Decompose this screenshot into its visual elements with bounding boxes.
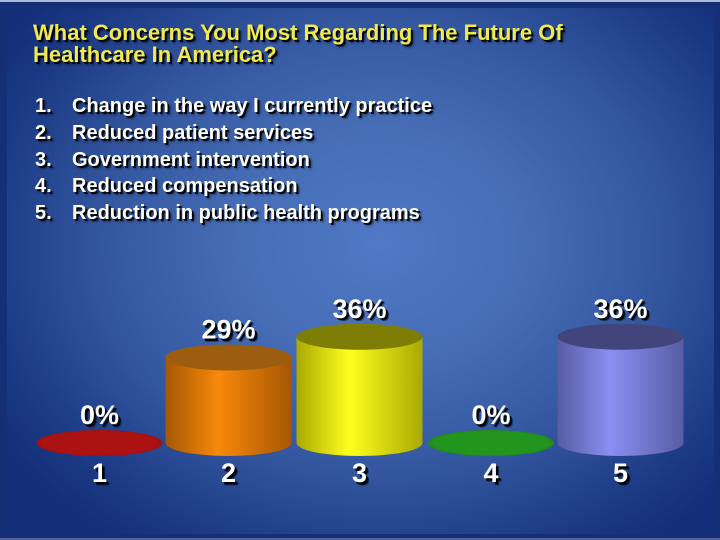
value-label: 36% — [593, 294, 647, 324]
slide-top-edge-highlight — [0, 0, 720, 2]
bar-2: 29%29%29%222 — [165, 314, 292, 491]
value-label: 0% — [475, 403, 514, 433]
value-label: 36% — [597, 297, 651, 327]
cylinder-top — [165, 344, 292, 371]
value-label: 0% — [474, 402, 513, 432]
category-label: 3 — [352, 458, 367, 488]
poll-results-cylinder-chart: 0%0%0%11129%29%29%22236%36%36%3330%0%0%4… — [36, 294, 684, 491]
category-label: 3 — [355, 461, 370, 491]
list-item-text: Reduction in public health programs — [72, 202, 420, 225]
value-label: 36% — [596, 296, 650, 326]
bar-3: 36%36%36%333 — [296, 294, 423, 491]
bar-1: 0%0%0%111 — [36, 400, 163, 491]
category-label: 4 — [483, 458, 498, 488]
list-item: 2. Reduced patient services — [35, 120, 432, 147]
cylinder-top — [296, 323, 423, 350]
list-item-text: Reduced compensation — [72, 175, 298, 198]
category-label: 4 — [487, 461, 502, 491]
category-label: 2 — [223, 460, 238, 490]
category-label: 2 — [221, 458, 236, 488]
slide-title-line1: What Concerns You Most Regarding The Fut… — [33, 20, 563, 45]
list-item-text: Reduced patient services — [72, 121, 314, 144]
list-item-number: 5. — [35, 202, 52, 225]
category-label: 4 — [486, 460, 501, 490]
list-item: 1. Change in the way I currently practic… — [35, 93, 432, 120]
bar-5: 36%36%36%555 — [557, 294, 684, 491]
category-label: 5 — [615, 460, 630, 490]
value-label: 29% — [204, 317, 258, 347]
value-label: 0% — [471, 400, 510, 430]
list-item-text: Government intervention — [72, 148, 310, 171]
value-label: 29% — [205, 318, 259, 348]
cylinder-body — [296, 336, 423, 456]
list-item-number: 4. — [35, 175, 52, 198]
bar-4: 0%0%0%444 — [428, 400, 554, 491]
list-item-number: 1. — [35, 95, 52, 117]
category-label: 1 — [95, 461, 110, 491]
list-item: 5. Reduction in public health programs — [35, 200, 432, 227]
value-label: 29% — [201, 314, 255, 344]
value-label: 0% — [82, 402, 121, 432]
category-label: 1 — [94, 460, 109, 490]
list-item-number: 2. — [35, 121, 52, 144]
list-item-number: 3. — [35, 148, 52, 171]
category-label: 3 — [354, 460, 369, 490]
cylinder-body — [557, 336, 684, 456]
category-label: 1 — [92, 458, 107, 488]
value-label: 0% — [83, 403, 122, 433]
list-item-text: Change in the way I currently practice — [72, 95, 433, 117]
value-label: 36% — [332, 294, 386, 324]
slide-title: What Concerns You Most Regarding The Fut… — [33, 22, 563, 66]
slide-title-line2: Healthcare In America? — [33, 42, 277, 67]
value-label: 36% — [335, 296, 389, 326]
list-item: 3. Government intervention — [35, 147, 432, 174]
value-label: 36% — [336, 297, 390, 327]
cylinder-flat-disc — [428, 430, 554, 456]
slide-bottom-edge-highlight — [0, 538, 720, 540]
cylinder-flat-disc — [36, 430, 163, 456]
cylinder-body — [165, 357, 292, 456]
list-item: 4. Reduced compensation — [35, 173, 432, 200]
category-label: 2 — [224, 461, 239, 491]
category-label: 5 — [616, 461, 631, 491]
concerns-list: 1. Change in the way I currently practic… — [35, 93, 432, 227]
value-label: 0% — [80, 400, 119, 430]
cylinder-top — [557, 323, 684, 350]
category-label: 5 — [613, 458, 628, 488]
